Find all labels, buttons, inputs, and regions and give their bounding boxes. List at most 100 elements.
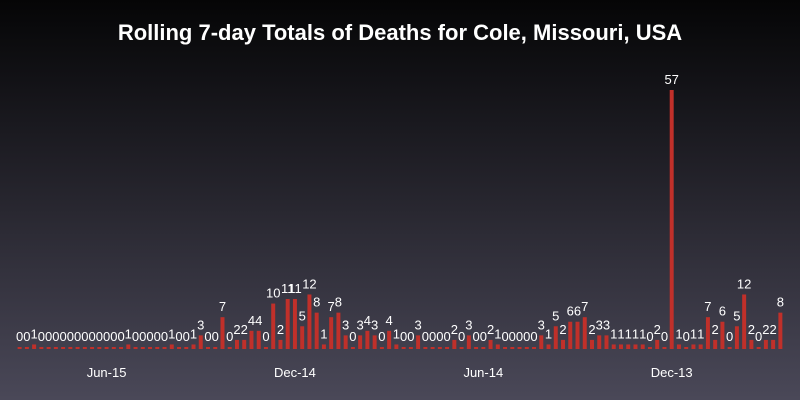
bar-value-label: 1 [30, 326, 37, 341]
bar-value-label: 4 [386, 313, 393, 328]
bar [437, 347, 442, 349]
bar [416, 335, 421, 349]
bar [401, 347, 406, 349]
bar [452, 339, 457, 349]
bar [778, 312, 783, 349]
bar [459, 347, 464, 349]
bar-value-label: 10 [266, 286, 280, 301]
bar [640, 344, 645, 349]
bar-value-label: 0 [59, 329, 66, 344]
bar [720, 321, 725, 349]
bar-value-label: 0 [45, 329, 52, 344]
bar-value-label: 0 [443, 329, 450, 344]
bar-value-label: 0 [755, 329, 762, 344]
bar [466, 335, 471, 349]
bar-value-label: 1 [690, 326, 697, 341]
x-tick-label: Dec-13 [651, 365, 693, 380]
bar-value-label: 2 [451, 322, 458, 337]
bar [524, 347, 529, 349]
bar-value-label: 1 [393, 326, 400, 341]
bar [568, 321, 573, 349]
bar [705, 317, 710, 349]
bar-value-label: 0 [646, 329, 653, 344]
bar-value-label: 8 [777, 295, 784, 310]
bar [379, 347, 384, 349]
bar-value-label: 0 [472, 329, 479, 344]
bar [372, 335, 377, 349]
bar-value-label: 0 [378, 329, 385, 344]
bar [676, 344, 681, 349]
x-tick-label: Jun-14 [463, 365, 503, 380]
bar-value-label: 0 [96, 329, 103, 344]
bar [17, 347, 22, 349]
bar-value-label: 3 [603, 317, 610, 332]
bar [604, 335, 609, 349]
bar [133, 347, 138, 349]
bar [155, 347, 160, 349]
bar [140, 347, 145, 349]
bar-value-label: 1 [320, 326, 327, 341]
bar [358, 335, 363, 349]
bar [481, 347, 486, 349]
bar [590, 339, 594, 349]
bar-value-label: 0 [67, 329, 74, 344]
bar-value-label: 0 [23, 329, 30, 344]
bar-value-label: 0 [161, 329, 168, 344]
bar-value-label: 0 [139, 329, 146, 344]
bar-value-label: 12 [737, 276, 751, 291]
bar-value-label: 0 [74, 329, 81, 344]
bar-value-label: 0 [175, 329, 182, 344]
bar-value-label: 0 [110, 329, 117, 344]
bar [307, 294, 312, 349]
bar-value-label: 1 [675, 326, 682, 341]
bar-value-label: 0 [262, 329, 269, 344]
bar-value-label: 2 [233, 322, 240, 337]
bar-value-label: 0 [516, 329, 523, 344]
bar-value-label: 0 [480, 329, 487, 344]
bar-value-label: 57 [664, 72, 678, 87]
bar-value-label: 1 [494, 326, 501, 341]
bar-value-label: 0 [530, 329, 537, 344]
bar [285, 299, 290, 349]
bar [111, 347, 116, 349]
bar-value-label: 1 [639, 326, 646, 341]
bar [488, 339, 493, 349]
bar [582, 317, 587, 349]
bar [206, 347, 210, 349]
bar-value-label: 3 [538, 317, 545, 332]
bar [742, 294, 747, 349]
bar [510, 347, 515, 349]
bar-value-label: 2 [241, 322, 248, 337]
bar [756, 347, 761, 349]
bar-value-label: 0 [523, 329, 530, 344]
bar-value-label: 4 [364, 313, 371, 328]
bar [713, 339, 718, 349]
bar-value-label: 2 [762, 322, 769, 337]
bar [271, 303, 276, 349]
bar-value-label: 0 [16, 329, 23, 344]
bar [61, 347, 66, 349]
bar [749, 339, 754, 349]
bar [292, 299, 297, 349]
bar-value-label: 7 [328, 299, 335, 314]
bar-value-label: 1 [610, 326, 617, 341]
bar-value-label: 3 [414, 317, 421, 332]
bar [727, 347, 732, 349]
bar [343, 335, 348, 349]
bar-value-label: 1 [125, 326, 132, 341]
bar [365, 330, 370, 349]
bar-value-label: 4 [248, 313, 255, 328]
bar [39, 347, 44, 349]
bar [633, 344, 638, 349]
bar [148, 347, 153, 349]
bar-value-label: 0 [422, 329, 429, 344]
bar-value-label: 5 [299, 308, 306, 323]
bar-value-label: 0 [726, 329, 733, 344]
bar-value-label: 0 [226, 329, 233, 344]
bar-value-label: 2 [277, 322, 284, 337]
bar [46, 347, 51, 349]
bar [691, 344, 696, 349]
bar-value-label: 0 [38, 329, 45, 344]
bar [75, 347, 80, 349]
bar [213, 347, 218, 349]
